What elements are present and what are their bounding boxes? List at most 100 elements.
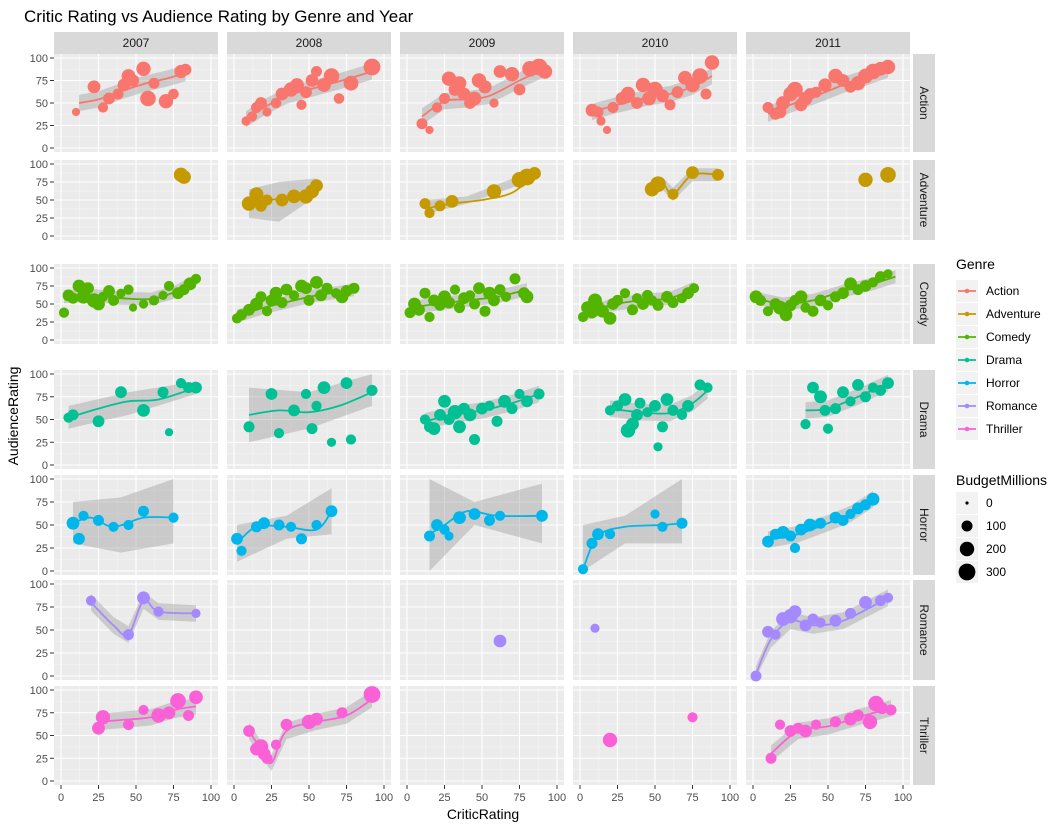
data-point — [491, 415, 503, 427]
y-tick-label: 50 — [36, 520, 48, 532]
data-point — [416, 118, 428, 130]
legend-item-horror: Horror — [986, 376, 1020, 390]
data-point — [799, 724, 812, 738]
genre-strip-horror — [913, 475, 935, 575]
data-point — [506, 403, 518, 415]
data-point — [177, 170, 191, 184]
year-strip-2011 — [746, 32, 910, 54]
data-point — [520, 290, 534, 304]
y-tick-label: 0 — [42, 143, 48, 155]
panel-action-2011 — [762, 59, 896, 122]
data-point — [311, 400, 322, 411]
genre-strip-label: Romance — [917, 604, 931, 656]
y-tick-label: 100 — [30, 53, 48, 65]
facet-grid: 2007 2008 2009 2010 2011 Action 0 25 50 75 100 Adve… — [30, 32, 935, 804]
legend-genre-title: Genre — [956, 256, 995, 272]
panel-adventure-2008 — [241, 178, 323, 222]
x-tick-label: 75 — [859, 792, 871, 804]
data-point — [618, 393, 632, 406]
data-point — [635, 77, 651, 93]
data-point — [128, 303, 138, 312]
data-point — [626, 417, 639, 431]
size-legend-dot — [958, 563, 976, 581]
data-point — [97, 102, 109, 113]
y-tick-label: 75 — [36, 281, 48, 293]
legend-item-drama: Drama — [986, 353, 1022, 367]
data-point — [92, 415, 105, 428]
panel-action-2008 — [241, 58, 381, 128]
y-tick-label: 100 — [30, 579, 48, 591]
smooth-line — [248, 187, 318, 205]
panel-drama-2008 — [243, 374, 378, 447]
y-tick-label: 50 — [36, 415, 48, 427]
data-point — [243, 421, 255, 433]
smooth-line — [236, 288, 355, 318]
x-tick-label: 0 — [231, 792, 237, 804]
legend-swatch-adventure — [964, 311, 970, 317]
data-point — [452, 76, 467, 91]
data-point — [875, 271, 886, 283]
data-point — [479, 305, 491, 317]
legend-item-adventure: Adventure — [986, 307, 1041, 321]
data-point — [255, 97, 267, 109]
x-tick-label: 50 — [303, 792, 315, 804]
x-tick-label: 75 — [686, 792, 698, 804]
smooth-line — [767, 68, 889, 115]
y-tick-label: 75 — [36, 392, 48, 404]
data-point — [258, 517, 270, 530]
legend-item-romance: Romance — [986, 399, 1038, 413]
data-point — [807, 305, 819, 317]
panel-action-2010 — [585, 55, 720, 135]
data-point — [486, 184, 502, 199]
data-point — [704, 55, 720, 70]
y-tick-label: 25 — [36, 121, 48, 133]
data-point — [493, 634, 507, 648]
data-point — [807, 381, 819, 394]
data-point — [249, 187, 264, 202]
data-point — [275, 193, 289, 207]
data-point — [87, 80, 101, 94]
data-point — [311, 66, 322, 77]
y-tick-label: 25 — [36, 213, 48, 225]
year-strip-2010 — [573, 32, 737, 54]
smooth-line — [63, 280, 197, 301]
data-point — [424, 207, 435, 219]
data-point — [509, 273, 521, 285]
x-tick-label: 25 — [438, 792, 450, 804]
smooth-line — [245, 70, 373, 120]
panel-adventure-2007 — [173, 167, 191, 184]
year-strip-label: 2007 — [123, 36, 150, 50]
y-tick-label: 50 — [36, 195, 48, 207]
data-point — [822, 423, 834, 434]
genre-strip-romance — [913, 580, 935, 680]
data-point — [333, 93, 345, 104]
genre-strip-thriller — [913, 686, 935, 785]
data-point — [794, 290, 808, 304]
data-point — [657, 521, 668, 532]
x-tick-label: 0 — [404, 792, 410, 804]
data-point — [750, 670, 762, 682]
panel-horror-2009 — [424, 479, 548, 571]
y-tick-label: 50 — [36, 625, 48, 637]
smooth-line — [248, 391, 373, 416]
confidence-band — [98, 698, 196, 730]
data-point — [653, 442, 663, 452]
panel-drama-2009 — [419, 385, 545, 445]
data-point — [837, 386, 849, 399]
data-point — [137, 404, 150, 417]
data-point — [453, 511, 466, 524]
data-point — [73, 532, 85, 545]
data-point — [262, 107, 272, 117]
x-tick-label: 75 — [340, 792, 352, 804]
data-point — [103, 285, 115, 297]
data-point — [306, 423, 318, 435]
data-point — [852, 379, 864, 391]
data-point — [236, 545, 247, 556]
y-tick-label: 100 — [30, 263, 48, 275]
y-tick-label: 75 — [36, 708, 48, 720]
year-strip-2009 — [400, 32, 564, 54]
panel-adventure-2011 — [858, 167, 896, 187]
data-point — [692, 68, 708, 84]
